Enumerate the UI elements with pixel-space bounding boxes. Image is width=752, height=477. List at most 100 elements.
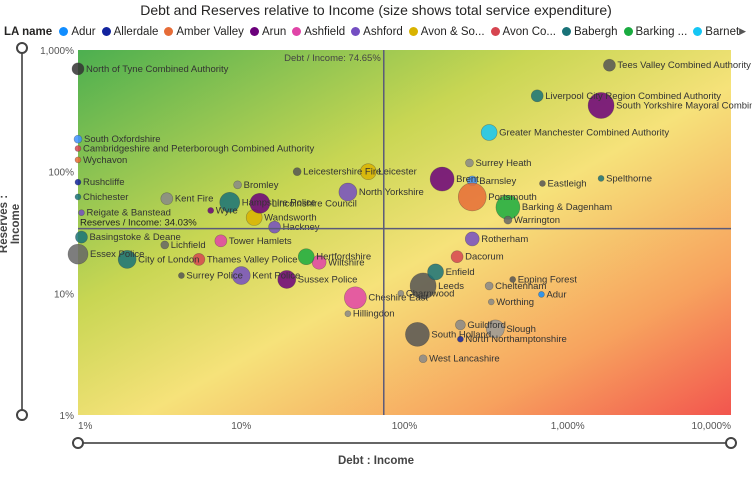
data-point bbox=[344, 286, 367, 310]
legend-label: Avon Co... bbox=[502, 26, 557, 38]
data-point bbox=[597, 175, 605, 182]
point-label: Wychavon bbox=[83, 155, 127, 166]
data-point bbox=[418, 354, 428, 364]
legend-dot-icon bbox=[164, 27, 174, 36]
point-label: Eastleigh bbox=[547, 178, 586, 189]
point-label: City of London bbox=[138, 254, 199, 265]
point-label: North Yorkshire bbox=[359, 187, 424, 198]
legend-dot-icon bbox=[623, 27, 633, 36]
point-label: Portsmouth bbox=[488, 192, 537, 203]
point-label: Spelthorne bbox=[606, 173, 652, 184]
data-point bbox=[405, 322, 430, 347]
data-point bbox=[74, 156, 82, 164]
chart-title: Debt and Reserves relative to Income (si… bbox=[140, 2, 612, 18]
x-tick-label: 1,000% bbox=[551, 421, 585, 432]
point-label: Cheltenham bbox=[495, 281, 546, 292]
x-tick-label: 10,000% bbox=[692, 421, 732, 432]
legend-label: Adur bbox=[71, 26, 96, 38]
point-label: Brent bbox=[456, 174, 479, 185]
data-point bbox=[465, 158, 474, 168]
point-label: Enfield bbox=[446, 267, 475, 278]
point-label: Wyre bbox=[216, 205, 238, 216]
point-label: Warrington bbox=[514, 215, 560, 226]
legend-item[interactable]: Avon & So... bbox=[408, 26, 485, 38]
legend-item[interactable]: Barnet bbox=[693, 26, 739, 38]
x-tick-label: 1% bbox=[78, 421, 93, 432]
point-label: Tees Valley Combined Authority bbox=[617, 60, 751, 71]
legend: LA name Adur Allerdale Amber Valley Arun Ash… bbox=[4, 26, 744, 42]
point-label: Surrey Police bbox=[186, 271, 243, 282]
legend-next-arrow-icon[interactable]: ▶ bbox=[739, 26, 746, 36]
legend-label: Avon & So... bbox=[420, 26, 485, 38]
point-label: Leeds bbox=[438, 281, 464, 292]
data-point bbox=[214, 234, 228, 248]
point-label: Charnwood bbox=[406, 288, 455, 299]
point-label: Tower Hamlets bbox=[229, 236, 292, 247]
data-point bbox=[71, 62, 85, 76]
data-point bbox=[192, 253, 206, 266]
data-point bbox=[160, 240, 170, 250]
x-axis-label: Debt : Income bbox=[337, 455, 415, 467]
data-point bbox=[480, 124, 498, 141]
point-label: Rotherham bbox=[481, 234, 528, 245]
data-point bbox=[75, 230, 88, 244]
legend-item[interactable]: Adur bbox=[59, 26, 96, 38]
point-label: Epping Forest bbox=[518, 274, 578, 285]
point-label: Essex Police bbox=[90, 249, 144, 260]
x-zoom-handle-right[interactable] bbox=[725, 437, 737, 449]
data-point bbox=[160, 192, 174, 205]
point-label: Thames Valley Police bbox=[207, 254, 298, 265]
point-label: Bromley bbox=[244, 180, 279, 191]
legend-title: LA name bbox=[4, 26, 53, 38]
point-label: Hillingdon bbox=[353, 309, 395, 320]
legend-dot-icon bbox=[562, 27, 572, 36]
point-label: Surrey Heath bbox=[475, 158, 531, 169]
data-point bbox=[455, 319, 466, 331]
data-point bbox=[117, 250, 137, 269]
data-point bbox=[503, 215, 513, 225]
point-label: South Oxfordshire bbox=[84, 134, 161, 145]
legend-item[interactable]: Ashford bbox=[351, 26, 403, 38]
data-point bbox=[292, 167, 302, 176]
data-point bbox=[74, 178, 82, 186]
y-tick-label: 10% bbox=[54, 289, 74, 300]
legend-dot-icon bbox=[101, 27, 111, 36]
point-label: Hertfordshire bbox=[316, 252, 371, 263]
legend-item[interactable]: Allerdale bbox=[101, 26, 158, 38]
x-zoom-handle-left[interactable] bbox=[72, 437, 84, 449]
point-label: Leicestershire Fire bbox=[303, 167, 381, 178]
legend-item[interactable]: Avon Co... bbox=[490, 26, 557, 38]
data-point bbox=[457, 335, 464, 343]
legend-item[interactable]: Babergh bbox=[562, 26, 618, 38]
data-point bbox=[231, 266, 251, 285]
data-point bbox=[539, 180, 546, 187]
y-zoom-handle-bottom[interactable] bbox=[16, 409, 28, 421]
point-label: Greater Manchester Combined Authority bbox=[499, 127, 669, 138]
point-label: Wandsworth bbox=[264, 213, 316, 224]
point-label: Hampshire Police bbox=[242, 197, 316, 208]
point-label: Wiltshire bbox=[328, 257, 364, 268]
legend-label: Amber Valley bbox=[176, 26, 244, 38]
data-point bbox=[344, 310, 352, 318]
legend-dot-icon bbox=[59, 27, 69, 36]
data-point bbox=[427, 263, 444, 281]
point-label: Reigate & Banstead bbox=[86, 208, 171, 219]
point-label: Hackney bbox=[283, 222, 320, 233]
y-zoom-handle-top[interactable] bbox=[16, 42, 28, 54]
legend-item[interactable]: Amber Valley bbox=[164, 26, 244, 38]
legend-item[interactable]: Arun bbox=[249, 26, 286, 38]
legend-item[interactable]: Ashfield bbox=[292, 26, 345, 38]
point-label: Sussex Police bbox=[298, 274, 358, 285]
data-point bbox=[233, 180, 242, 190]
point-label: Cheshire East bbox=[368, 293, 428, 304]
point-label: Kent Fire bbox=[175, 194, 214, 205]
point-label: Liverpool City Region Combined Authority bbox=[545, 91, 721, 102]
data-point bbox=[487, 298, 495, 306]
data-point bbox=[311, 254, 327, 270]
legend-label: Barking ... bbox=[635, 26, 688, 38]
point-label: Guildford bbox=[467, 320, 506, 331]
legend-item[interactable]: Barking ... bbox=[623, 26, 688, 38]
point-label: Leicester bbox=[378, 167, 417, 178]
point-label: Chichester bbox=[83, 192, 128, 203]
